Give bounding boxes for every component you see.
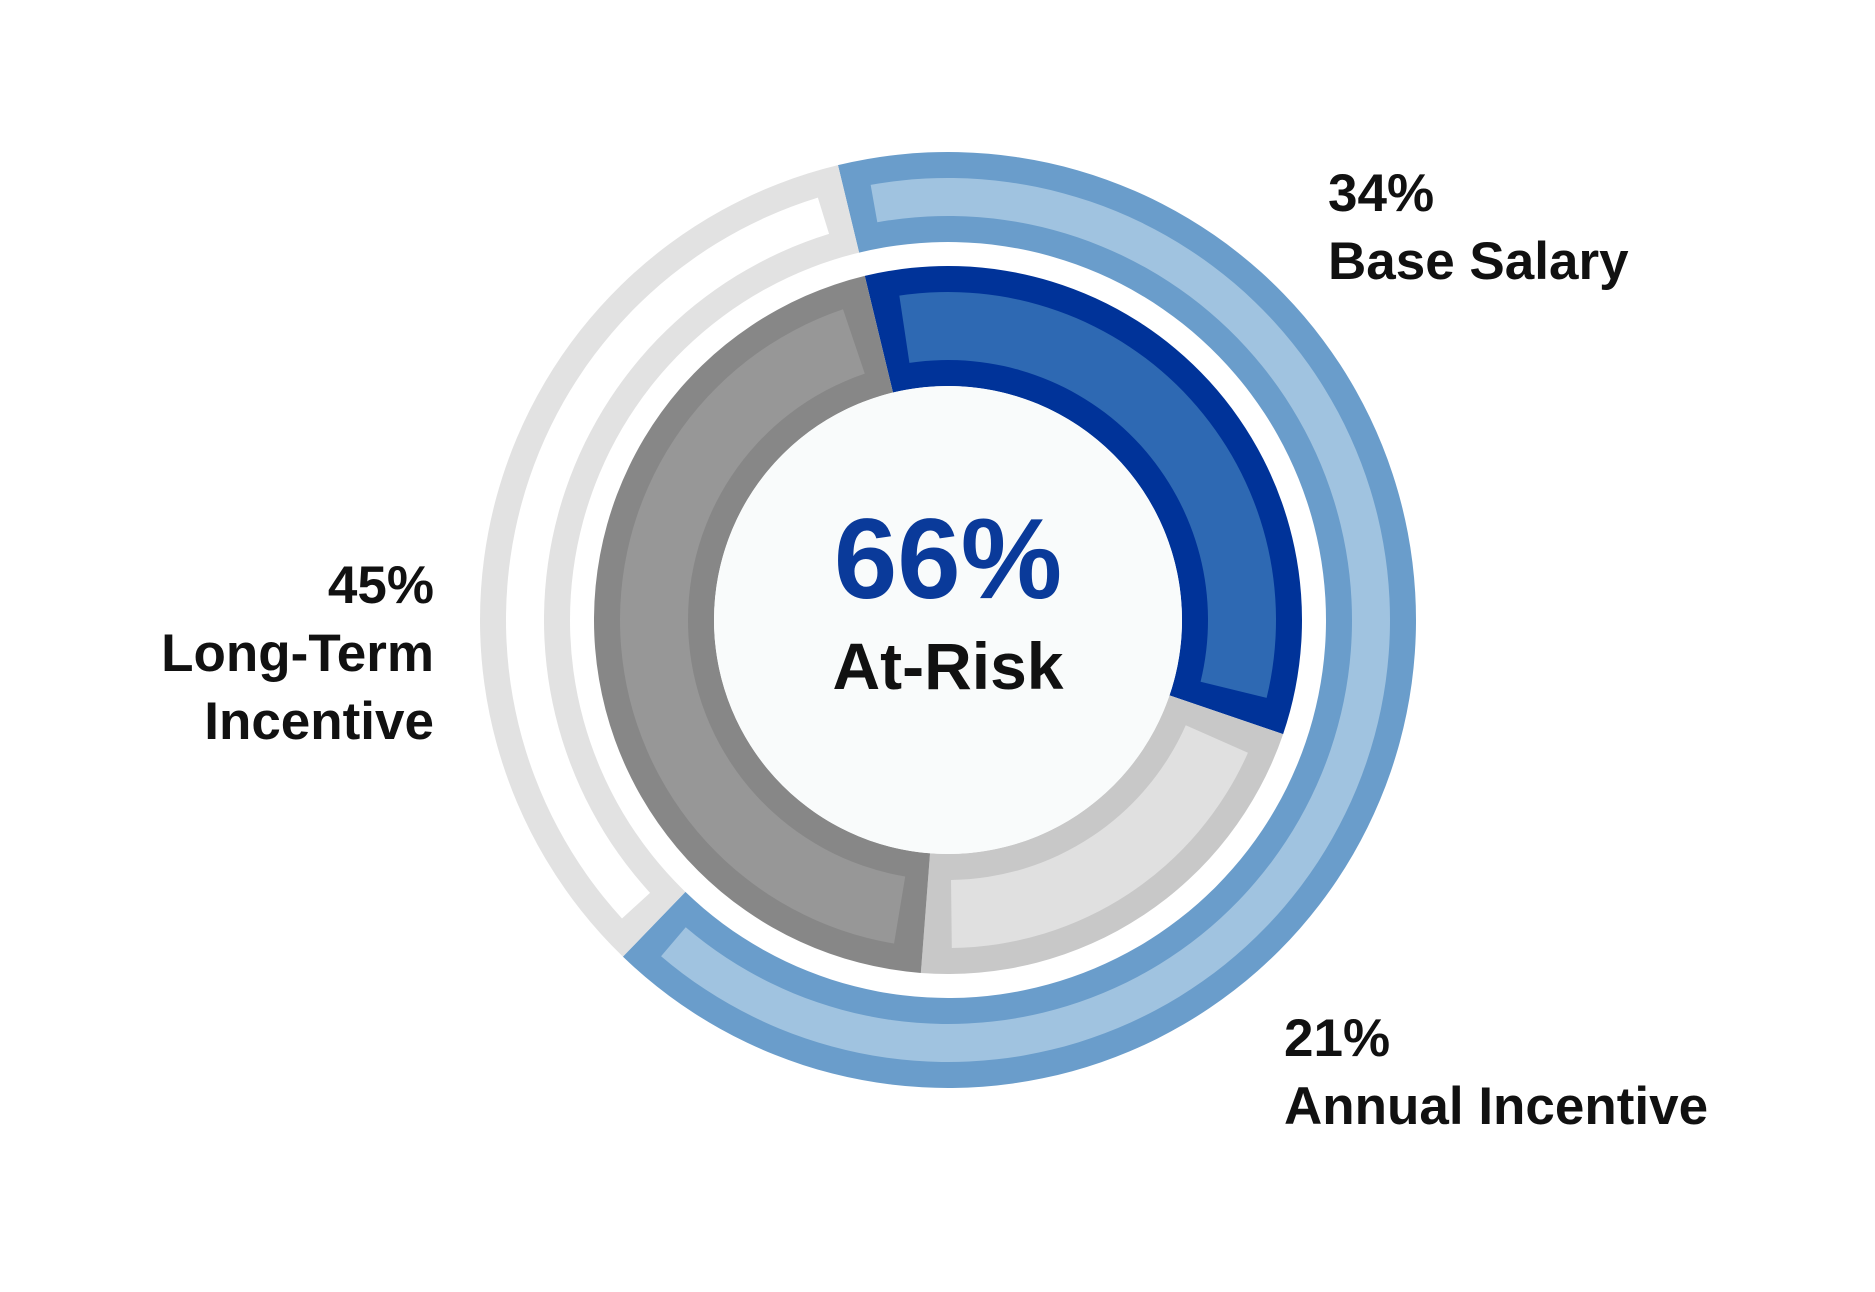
center-disc: [714, 386, 1182, 854]
ring-segment: [480, 165, 860, 957]
value-label: 34%: [1328, 164, 1435, 223]
segment-label: 45% Long-Term Incentive: [114, 552, 434, 756]
category-label: Long-Term Incentive: [161, 624, 434, 751]
ring-segment: [622, 152, 1417, 1088]
ring-segment-fill: [620, 309, 906, 944]
category-label: Annual Incentive: [1284, 1077, 1709, 1136]
ring-segment: [864, 266, 1303, 735]
ring-segment-fill: [899, 292, 1276, 698]
center-value: 66%: [833, 496, 1063, 623]
ring-segment-fill: [661, 178, 1390, 1062]
center-label: At-Risk: [832, 629, 1064, 703]
value-label: 21%: [1284, 1009, 1391, 1068]
ring-segment-fill: [951, 725, 1248, 948]
category-label: Base Salary: [1328, 232, 1629, 291]
segment-label: 34% Base Salary: [1328, 160, 1629, 296]
segment-label: 21% Annual Incentive: [1284, 1005, 1708, 1141]
ring-segment-fill: [505, 197, 830, 919]
value-label: 45%: [327, 556, 434, 615]
